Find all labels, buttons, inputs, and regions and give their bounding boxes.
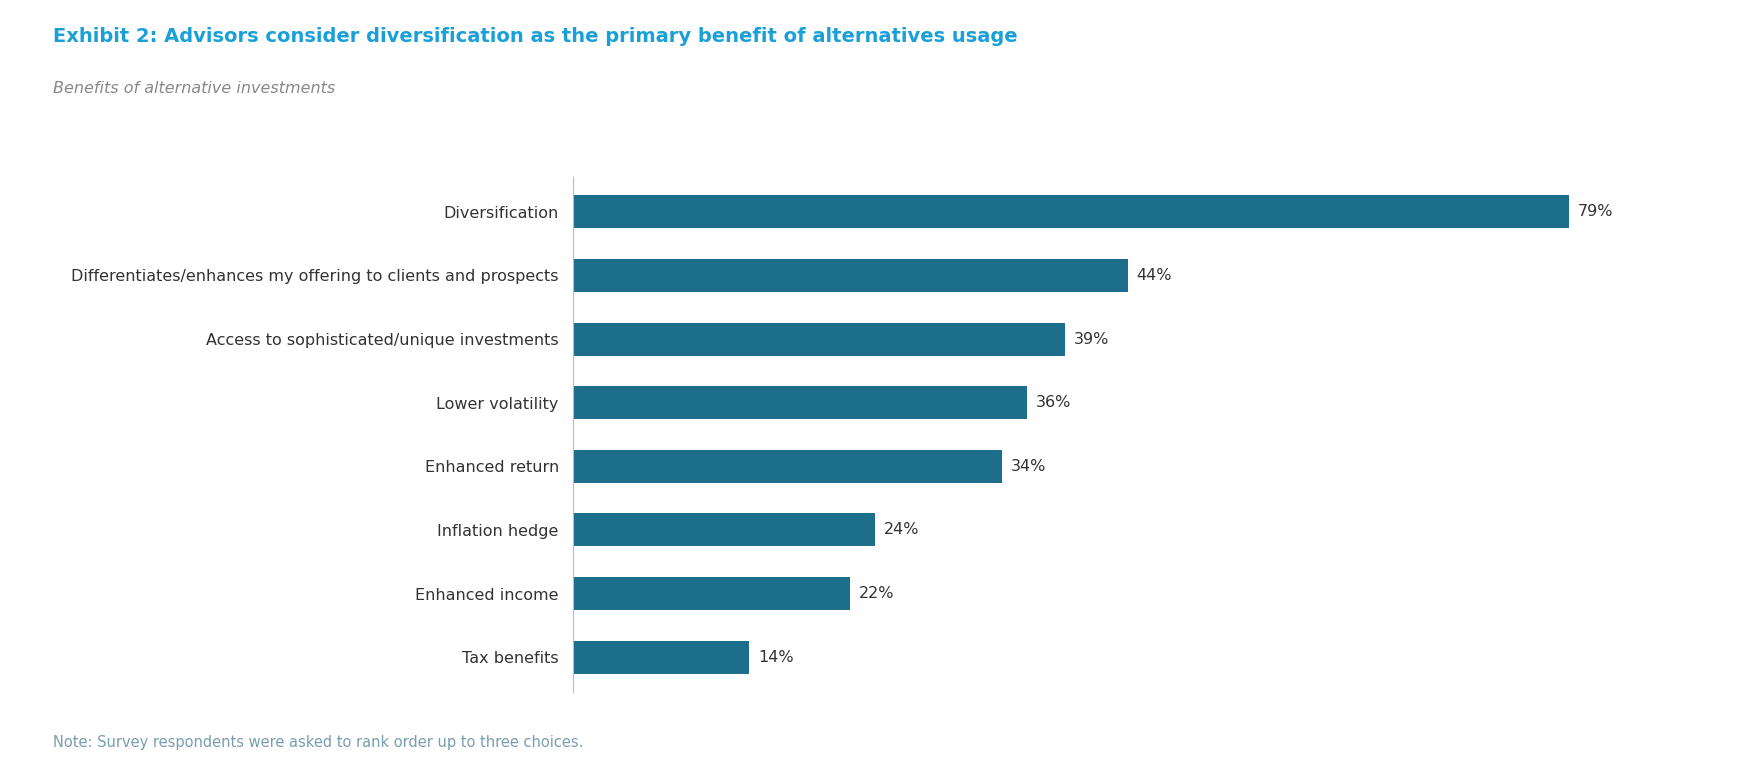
Bar [573, 386, 1027, 419]
Text: Exhibit 2: Advisors consider diversification as the primary benefit of alternati: Exhibit 2: Advisors consider diversifica… [53, 27, 1017, 46]
Bar [573, 322, 1064, 355]
Bar [573, 641, 749, 674]
Text: 36%: 36% [1036, 395, 1071, 410]
Text: 39%: 39% [1073, 331, 1108, 347]
Bar [573, 259, 1128, 292]
Text: Benefits of alternative investments: Benefits of alternative investments [53, 81, 335, 96]
Text: 14%: 14% [758, 650, 793, 664]
Text: Note: Survey respondents were asked to rank order up to three choices.: Note: Survey respondents were asked to r… [53, 734, 583, 750]
Text: 34%: 34% [1010, 459, 1045, 474]
Bar [573, 577, 849, 610]
Bar [573, 450, 1001, 483]
Bar [573, 195, 1570, 228]
Text: 44%: 44% [1136, 268, 1172, 283]
Text: 22%: 22% [860, 586, 895, 601]
Text: 24%: 24% [885, 522, 920, 538]
Bar [573, 514, 876, 547]
Text: 79%: 79% [1579, 205, 1614, 219]
